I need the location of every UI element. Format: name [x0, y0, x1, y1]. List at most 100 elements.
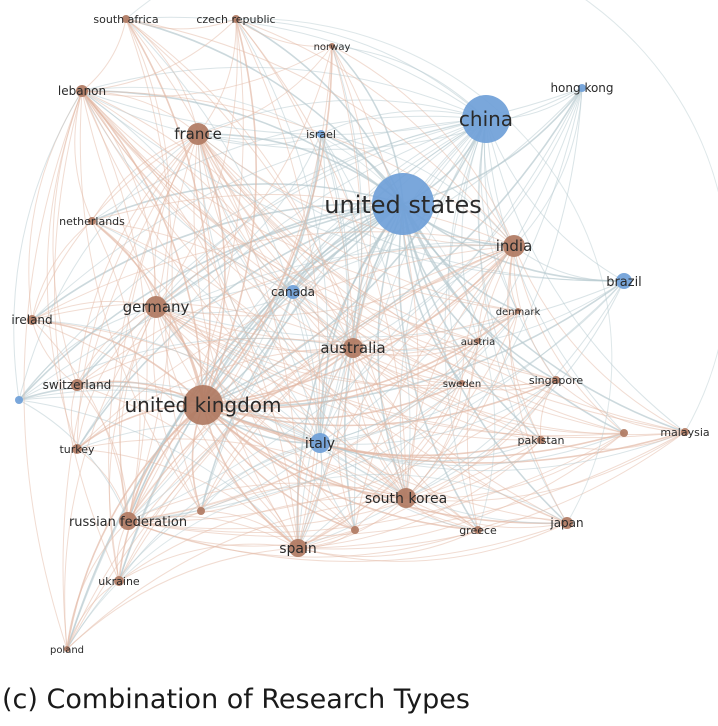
label-norway: norway [314, 42, 351, 53]
edge-spain-czech_republic [235, 18, 321, 549]
edge-united_states-ireland [31, 202, 404, 321]
label-ukraine: ukraine [98, 575, 140, 588]
edge-lebanon-norway [81, 45, 333, 98]
label-czech-republic: czech republic [196, 13, 275, 26]
edge-lebanon-unlabeled_4 [81, 90, 625, 434]
edge-france-denmark [197, 133, 519, 312]
edge-spain-netherlands [91, 220, 299, 549]
edge-france-singapore [197, 133, 557, 381]
edge-spain-greece [297, 529, 479, 557]
edge-russian_federation-netherlands [91, 220, 141, 522]
edge-united_kingdom-norway [202, 45, 333, 406]
edge-united_kingdom-ukraine [118, 404, 204, 582]
node-spain [289, 539, 307, 557]
edge-india-south_africa [125, 18, 515, 247]
co-authorship-network-graph: united states china hong kong israel canada b… [11, 0, 718, 656]
edge-france-japan [197, 133, 568, 524]
edge-south_korea-switzerland [76, 384, 407, 499]
edge-india-poland [66, 245, 515, 650]
edge-australia-norway [331, 45, 372, 349]
edge-france-ireland [31, 133, 199, 321]
edge-united_states-unlabeled_2 [200, 203, 404, 512]
edge-russian_federation-unlabeled_3 [127, 520, 356, 547]
edge-france-czech_republic [197, 18, 237, 135]
label-sweden: sweden [443, 379, 481, 390]
edge-lebanon-unlabeled_1 [13, 90, 83, 401]
node-south-korea [396, 488, 416, 508]
edge-france-unlabeled_4 [197, 133, 625, 434]
edge-australia-pakistan [352, 347, 542, 441]
edge-united_states-netherlands [91, 183, 404, 222]
label-united-kingdom: united kingdom [124, 393, 281, 417]
node-pakistan [537, 436, 545, 444]
edge-france-norway [197, 45, 333, 135]
edge-russian_federation-brazil [127, 280, 625, 522]
edge-russian_federation-unlabeled_1 [18, 399, 129, 522]
label-switzerland: switzerland [43, 378, 112, 392]
edge-india-unlabeled_1 [18, 244, 515, 401]
edge-china-unlabeled_1 [18, 118, 487, 401]
edge-south_africa-czech_republic [125, 18, 237, 30]
edge-australia-austria [352, 340, 479, 357]
edge-italy-greece [319, 442, 479, 531]
edge-italy-norway [319, 45, 363, 444]
edge-china-sweden [448, 118, 487, 384]
edge-france-ukraine [108, 133, 199, 582]
edge-south_korea-poland [66, 497, 407, 650]
edge-arc-south_africa-malaysia [125, 0, 718, 433]
edge-spain-unlabeled_2 [200, 510, 299, 549]
edge-lebanon-singapore [81, 90, 557, 381]
label-south-africa: south africa [93, 13, 158, 26]
edge-south_korea-turkey [76, 438, 407, 499]
label-japan: japan [549, 516, 583, 530]
node-hong-kong [578, 84, 586, 92]
edge-italy-poland [66, 442, 321, 650]
edge-china-france [197, 99, 487, 135]
node-unlabeled-1 [15, 396, 23, 404]
edge-spain-norway [297, 45, 363, 549]
edge-italy-ireland [31, 319, 321, 444]
edge-australia-singapore [352, 347, 557, 387]
edge-germany-netherlands [91, 220, 157, 308]
edge-south_korea-malaysia [405, 431, 686, 502]
label-hong-kong: hong kong [550, 81, 613, 95]
edge-australia-spain [296, 347, 354, 549]
label-australia: australia [320, 339, 385, 357]
edge-united_states-japan [402, 203, 568, 524]
edge-switzerland-turkey [70, 384, 78, 450]
edge-australia-russian_federation [127, 347, 354, 522]
node-ukraine [114, 576, 124, 586]
edge-united_states-czech_republic [235, 18, 404, 205]
edge-india-unlabeled_4 [513, 245, 625, 434]
edge-australia-turkey [76, 347, 354, 450]
edge-denmark-austria [477, 310, 519, 342]
label-united-states: united states [324, 191, 481, 219]
edge-lebanon-brazil [81, 90, 625, 282]
edge-spain-malaysia [297, 431, 686, 550]
node-australia [343, 338, 363, 358]
node-turkey [72, 444, 82, 454]
edge-lebanon-denmark [81, 90, 519, 312]
node-unlabeled-3 [351, 526, 359, 534]
node-japan [561, 517, 573, 529]
node-south-africa [122, 15, 130, 23]
edge-china-malaysia [485, 118, 686, 433]
edge-china-unlabeled_4 [485, 118, 625, 434]
edge-italy-hong_kong [319, 87, 583, 444]
edge-australia-hong_kong [352, 87, 583, 349]
edge-canada-israel [292, 133, 326, 293]
edge-italy-unlabeled_1 [18, 389, 321, 444]
edge-germany-unlabeled_1 [18, 306, 157, 401]
edge-ireland-switzerland [31, 319, 78, 386]
edge-india-italy [319, 245, 515, 444]
node-austria [475, 338, 481, 344]
edge-japan-greece [477, 517, 568, 531]
label-india: india [496, 237, 533, 255]
edge-south_korea-norway [331, 45, 419, 499]
edge-south_korea-israel [320, 133, 411, 499]
edge-india-spain [297, 245, 515, 549]
node-russian-federation [119, 512, 137, 530]
edge-spain-switzerland [76, 384, 299, 549]
edge-italy-brazil [319, 280, 625, 444]
edge-russian_federation-hong_kong [127, 87, 583, 522]
